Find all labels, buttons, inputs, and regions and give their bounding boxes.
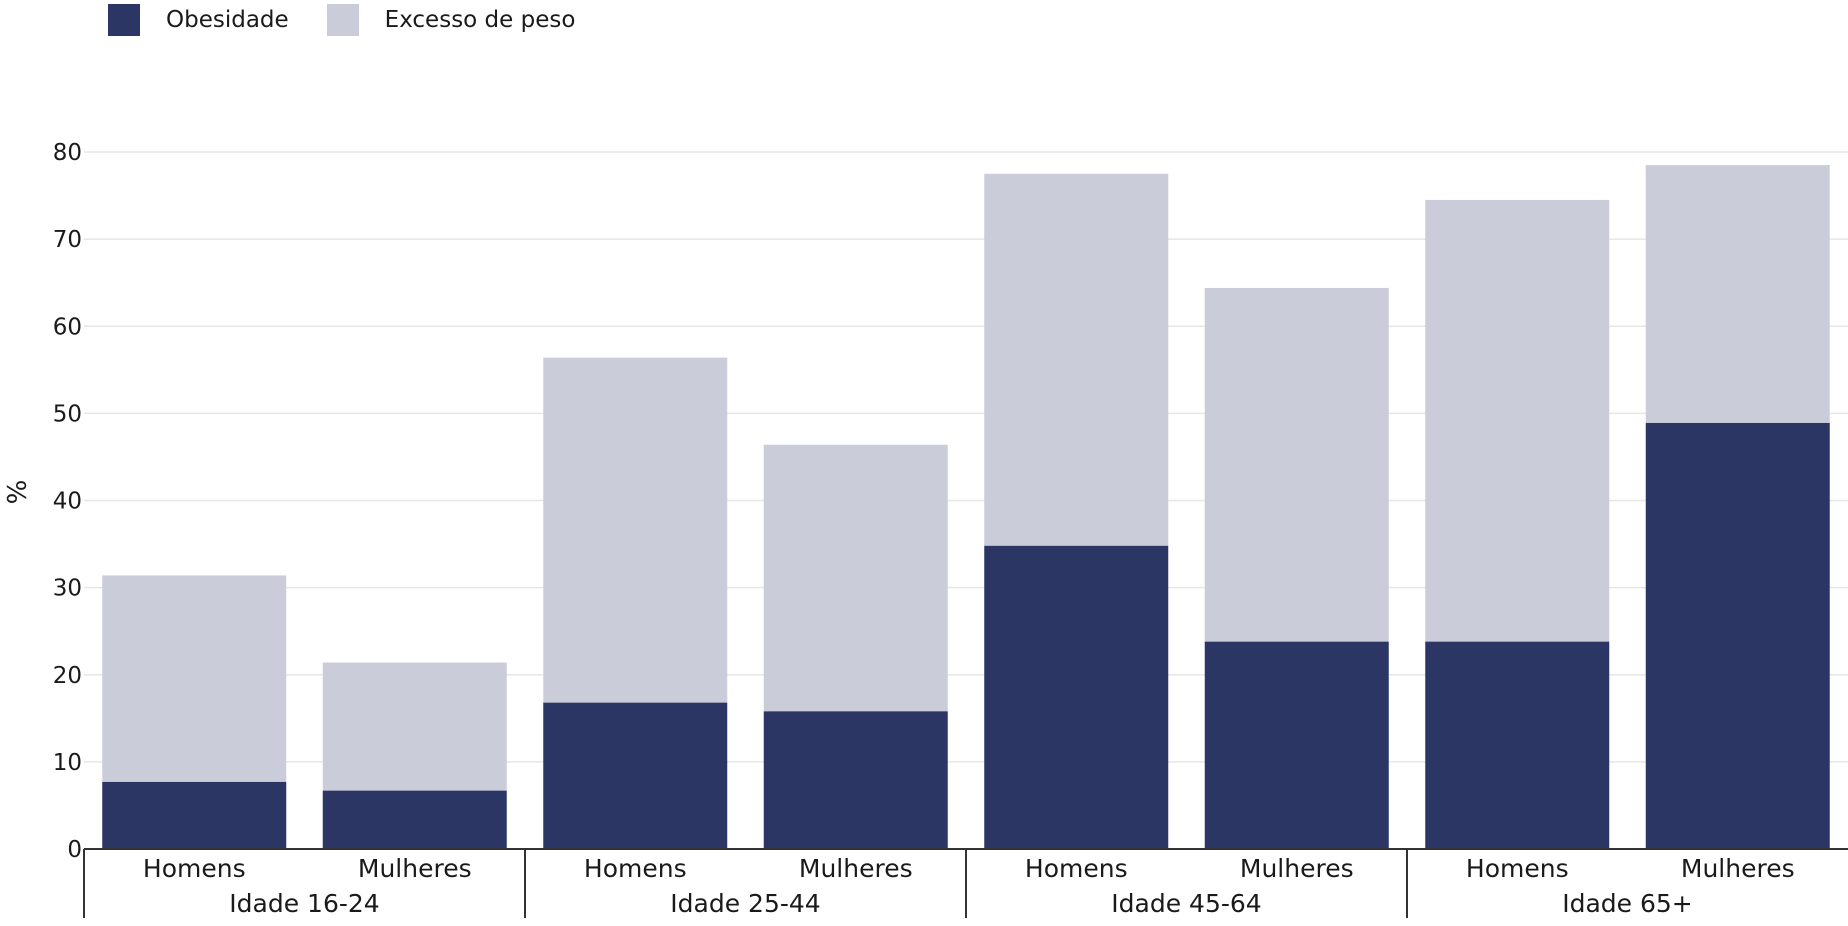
group-label: Idade 16-24 [229, 889, 379, 918]
x-tick-label: Homens [143, 854, 246, 883]
bar-obesidade[interactable] [1645, 422, 1830, 849]
bar-obesidade[interactable] [1204, 641, 1389, 849]
x-tick-label: Homens [1025, 854, 1128, 883]
bar-excesso-de-peso[interactable] [763, 444, 948, 712]
bar-excesso-de-peso[interactable] [543, 357, 728, 703]
bar-excesso-de-peso[interactable] [1425, 199, 1610, 642]
y-tick-label: 20 [53, 663, 82, 689]
bar-excesso-de-peso[interactable] [322, 662, 507, 791]
x-tick-label: Homens [584, 854, 687, 883]
bar-excesso-de-peso[interactable] [984, 173, 1169, 546]
x-axis: Homens Mulheres Homens Mulheres Homens Mulher… [83, 848, 1848, 918]
y-tick-label: 70 [53, 227, 82, 253]
x-tick-label: Homens [1466, 854, 1569, 883]
legend-label-obesidade: Obesidade [166, 7, 289, 33]
legend-swatch-obesidade [108, 4, 140, 36]
bar-obesidade[interactable] [984, 545, 1169, 849]
bar-obesidade[interactable] [102, 781, 287, 849]
bar-obesidade[interactable] [763, 711, 948, 849]
bar-obesidade[interactable] [543, 702, 728, 849]
bar-excesso-de-peso[interactable] [1204, 287, 1389, 642]
y-tick-label: 40 [53, 489, 82, 515]
group-label: Idade 25-44 [670, 889, 820, 918]
legend-swatch-excesso-de-peso [326, 4, 359, 36]
legend-item-excesso-de-peso[interactable]: Excesso de peso [326, 4, 576, 36]
y-axis-label: % [3, 480, 33, 505]
x-tick-label: Mulheres [358, 854, 472, 883]
bar-excesso-de-peso[interactable] [1645, 165, 1830, 423]
y-tick-label: 0 [67, 837, 82, 863]
x-tick-label: Mulheres [799, 854, 913, 883]
y-axis-ticks: 0 10 20 30 40 50 60 70 80 [53, 140, 82, 863]
x-tick-label: Mulheres [1681, 854, 1795, 883]
bar-obesidade[interactable] [1425, 641, 1610, 849]
y-tick-label: 80 [53, 140, 82, 166]
group-label: Idade 65+ [1562, 889, 1693, 918]
bars [102, 165, 1830, 849]
legend-label-excesso-de-peso: Excesso de peso [384, 7, 576, 33]
legend-item-obesidade[interactable]: Obesidade [108, 4, 289, 36]
bar-excesso-de-peso[interactable] [102, 575, 287, 782]
y-tick-label: 30 [53, 576, 82, 602]
y-tick-label: 10 [53, 750, 82, 776]
y-tick-label: 50 [53, 401, 82, 427]
bar-obesidade[interactable] [322, 790, 507, 849]
legend: Obesidade Excesso de peso [108, 4, 613, 36]
group-label: Idade 45-64 [1111, 889, 1261, 918]
x-tick-label: Mulheres [1240, 854, 1354, 883]
y-tick-label: 60 [53, 314, 82, 340]
